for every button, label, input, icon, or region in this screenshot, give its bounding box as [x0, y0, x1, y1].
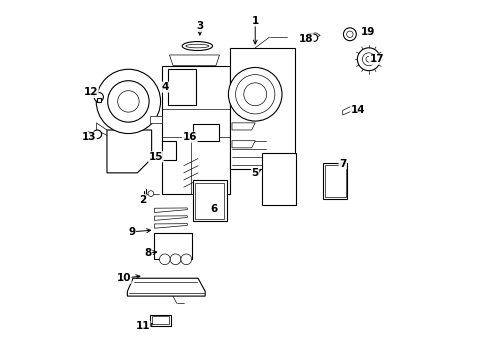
- Circle shape: [94, 93, 103, 102]
- Polygon shape: [305, 33, 320, 40]
- Text: 14: 14: [350, 105, 365, 115]
- Polygon shape: [107, 130, 151, 173]
- Circle shape: [170, 254, 181, 265]
- Text: 11: 11: [135, 321, 150, 332]
- Bar: [151, 316, 169, 324]
- Circle shape: [228, 67, 282, 121]
- Text: 1: 1: [251, 16, 258, 26]
- Bar: [323, 163, 346, 199]
- Bar: [167, 69, 196, 105]
- Polygon shape: [154, 216, 187, 220]
- Text: 2: 2: [139, 195, 146, 204]
- Text: 16: 16: [182, 132, 197, 142]
- Circle shape: [159, 254, 170, 265]
- Polygon shape: [231, 141, 255, 148]
- Bar: [162, 141, 176, 160]
- Circle shape: [118, 91, 139, 112]
- Polygon shape: [231, 123, 255, 130]
- Circle shape: [235, 75, 274, 114]
- Ellipse shape: [182, 41, 212, 50]
- Text: 18: 18: [298, 34, 312, 44]
- Text: 17: 17: [368, 54, 383, 64]
- Circle shape: [107, 81, 149, 122]
- Ellipse shape: [185, 44, 208, 48]
- Circle shape: [96, 69, 160, 134]
- Circle shape: [310, 34, 317, 41]
- Text: 13: 13: [81, 132, 96, 142]
- Bar: [149, 315, 171, 326]
- Polygon shape: [342, 106, 351, 115]
- Polygon shape: [154, 208, 187, 212]
- Text: 19: 19: [360, 27, 374, 37]
- Text: 6: 6: [210, 203, 217, 213]
- Circle shape: [343, 28, 356, 41]
- Text: 3: 3: [196, 21, 203, 31]
- Text: 9: 9: [128, 227, 135, 237]
- Polygon shape: [162, 66, 230, 194]
- Polygon shape: [154, 224, 187, 228]
- Circle shape: [181, 254, 191, 265]
- Text: 15: 15: [148, 152, 163, 162]
- Circle shape: [365, 57, 371, 62]
- Bar: [192, 123, 219, 141]
- Bar: [324, 165, 345, 197]
- Circle shape: [346, 31, 352, 37]
- Polygon shape: [149, 116, 162, 123]
- Circle shape: [148, 191, 153, 197]
- Bar: [154, 233, 192, 259]
- Bar: [97, 98, 101, 102]
- Polygon shape: [127, 278, 205, 296]
- Polygon shape: [230, 48, 294, 169]
- Polygon shape: [169, 55, 219, 66]
- Circle shape: [362, 53, 374, 66]
- Circle shape: [244, 83, 266, 106]
- Circle shape: [93, 130, 102, 139]
- Bar: [195, 183, 224, 219]
- Text: 10: 10: [116, 273, 131, 283]
- Bar: [261, 153, 295, 205]
- Text: 4: 4: [161, 82, 168, 92]
- Text: 8: 8: [144, 248, 151, 258]
- Text: 7: 7: [338, 159, 346, 169]
- Text: 12: 12: [83, 87, 98, 98]
- Circle shape: [357, 48, 380, 71]
- Bar: [192, 180, 226, 221]
- Text: 5: 5: [251, 168, 258, 178]
